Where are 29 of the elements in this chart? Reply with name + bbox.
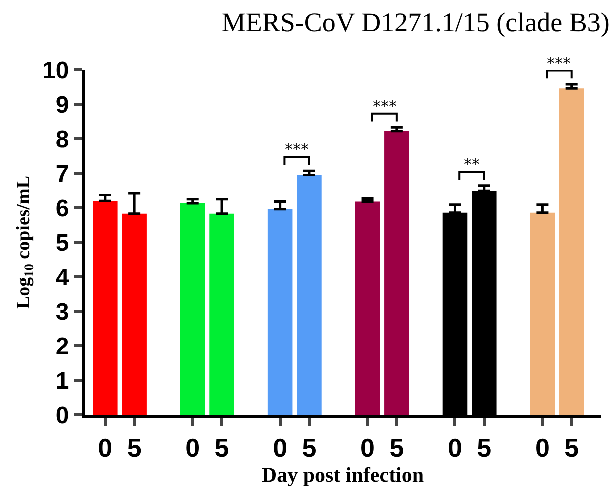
y-tick-label: 0	[56, 402, 70, 430]
annotation: **	[464, 155, 480, 174]
annotation: ***	[285, 140, 309, 159]
y-tick-label: 3	[56, 298, 70, 326]
x-tick-label: 5	[302, 433, 317, 464]
x-tick-label: 5	[477, 433, 492, 464]
x-tick-label: 5	[214, 433, 230, 464]
x-tick-label: 0	[98, 433, 113, 464]
x-tick-label: 0	[186, 433, 200, 464]
y-tick-label: 10	[42, 57, 70, 84]
x-tick-label: 5	[127, 433, 142, 464]
annotation: ***	[373, 97, 397, 116]
x-axis-title: Day post infection	[262, 463, 424, 488]
x-tick-label: 0	[448, 433, 462, 464]
x-tick-label: 0	[535, 433, 550, 464]
y-tick-label: 8	[56, 126, 70, 154]
chart-title: MERS-CoV D1271.1/15 (clade B3)	[222, 7, 610, 38]
y-tick-label: 1	[56, 368, 70, 395]
y-tick-label: 9	[56, 92, 70, 119]
x-tick-label: 5	[564, 433, 580, 464]
y-tick-label: 4	[56, 264, 70, 292]
y-tick-label: 5	[56, 230, 70, 257]
x-tick-label: 0	[360, 433, 376, 464]
annotation: ***	[547, 54, 571, 73]
x-tick-label: 5	[390, 433, 404, 464]
y-tick-label: 2	[56, 333, 70, 360]
y-tick-label: 7	[56, 160, 70, 188]
x-tick-label: 0	[273, 433, 288, 464]
y-tick-label: 6	[56, 195, 70, 222]
